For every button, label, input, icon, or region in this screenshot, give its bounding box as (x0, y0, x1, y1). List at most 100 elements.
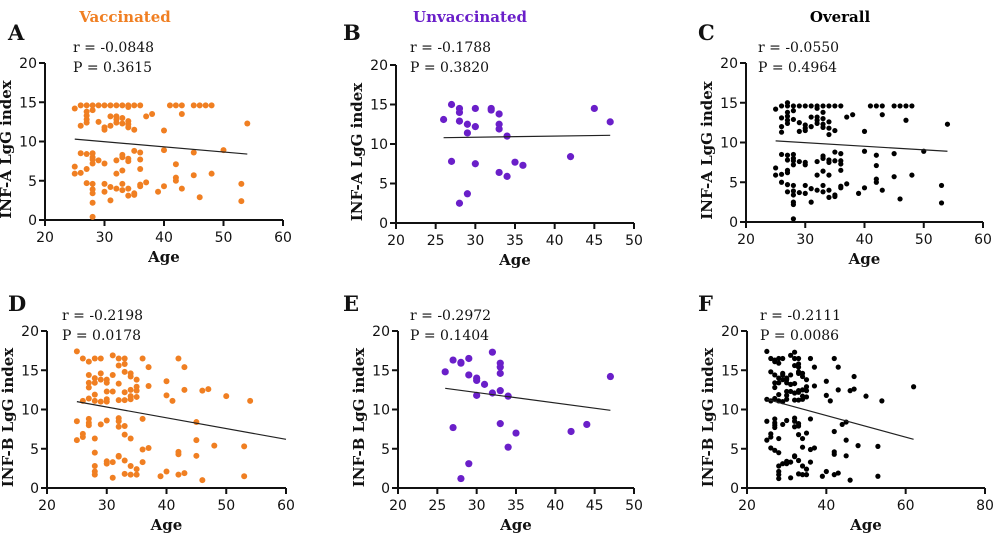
data-point (139, 415, 146, 422)
data-point (879, 187, 885, 193)
data-point (190, 149, 197, 156)
data-point (107, 184, 114, 191)
data-point (125, 103, 132, 110)
data-point (795, 370, 802, 376)
data-point (566, 153, 575, 161)
data-point (457, 474, 465, 483)
x-axis-label: Age (150, 516, 183, 534)
data-point (784, 120, 791, 127)
data-point (835, 470, 841, 476)
y-tick-label: 10 (370, 137, 388, 153)
data-point (519, 161, 527, 169)
correlation-r: r = -0.2972 (410, 308, 491, 324)
x-tick-label: 20 (38, 498, 56, 514)
data-point (795, 388, 802, 394)
data-point (101, 102, 108, 109)
data-point (861, 148, 868, 154)
data-point (496, 369, 504, 377)
data-point (89, 160, 96, 167)
data-point (788, 459, 794, 465)
data-point (803, 466, 810, 472)
data-point (109, 388, 116, 395)
data-point (247, 397, 254, 404)
data-point (241, 473, 248, 480)
data-point (223, 393, 230, 400)
data-point (178, 102, 185, 109)
data-point (832, 127, 838, 134)
data-point (795, 421, 802, 427)
data-point (131, 191, 138, 198)
data-point (89, 190, 96, 197)
x-tick-label: 30 (468, 498, 486, 514)
data-point (875, 473, 881, 479)
data-point (133, 376, 140, 383)
data-point (843, 437, 849, 443)
data-point (826, 159, 832, 165)
data-point (83, 151, 90, 158)
data-point (113, 170, 120, 177)
data-point (792, 390, 798, 396)
y-tick-label: 20 (721, 324, 739, 340)
data-point (480, 380, 489, 388)
data-point (764, 418, 770, 424)
data-point (792, 424, 798, 430)
data-point (449, 423, 457, 432)
data-point (181, 386, 188, 393)
column-title-unvaccinated: Unvaccinated (413, 8, 527, 26)
data-point (97, 376, 104, 383)
data-point (85, 395, 92, 402)
x-axis-label: Age (848, 250, 881, 268)
y-tick-label: 20 (19, 56, 37, 72)
data-point (808, 124, 814, 130)
y-tick-label: 15 (21, 363, 39, 379)
data-point (181, 364, 188, 371)
data-point (831, 451, 837, 457)
y-tick-label: 5 (30, 442, 39, 458)
data-point (903, 103, 909, 109)
data-point (844, 114, 850, 120)
p-value: P = 0.0086 (760, 328, 839, 344)
regression-line (74, 138, 248, 155)
data-point (113, 113, 120, 120)
data-point (799, 472, 806, 478)
regression-line (775, 140, 948, 152)
data-point (143, 179, 150, 186)
data-point (137, 149, 144, 156)
data-point (820, 155, 826, 161)
data-point (802, 162, 808, 168)
data-point (778, 103, 785, 109)
data-point (455, 108, 464, 116)
data-point (796, 158, 802, 165)
x-tick-label: 20 (738, 498, 756, 514)
data-point (814, 172, 820, 178)
data-point (807, 416, 814, 422)
data-point (121, 431, 128, 438)
data-point (97, 398, 104, 405)
data-point (803, 388, 810, 394)
data-point (814, 114, 820, 120)
data-point (606, 372, 615, 381)
data-point (839, 421, 845, 428)
data-point (119, 102, 126, 109)
data-point (131, 102, 138, 109)
panel-letter: B (343, 20, 361, 45)
data-point (911, 384, 917, 390)
data-point (125, 121, 132, 128)
data-point (768, 445, 774, 451)
data-point (784, 170, 791, 176)
data-point (772, 416, 778, 422)
x-tick-label: 25 (427, 233, 445, 249)
data-point (814, 105, 820, 111)
data-point (567, 427, 575, 436)
data-point (163, 392, 170, 399)
y-axis-label: INF-B LgG index (0, 347, 17, 488)
data-point (802, 103, 808, 109)
data-point (175, 451, 182, 458)
data-point (835, 364, 841, 370)
data-point (832, 193, 838, 200)
x-tick-label: 80 (976, 498, 994, 514)
data-point (449, 356, 457, 364)
data-point (103, 398, 110, 405)
data-point (795, 397, 802, 403)
